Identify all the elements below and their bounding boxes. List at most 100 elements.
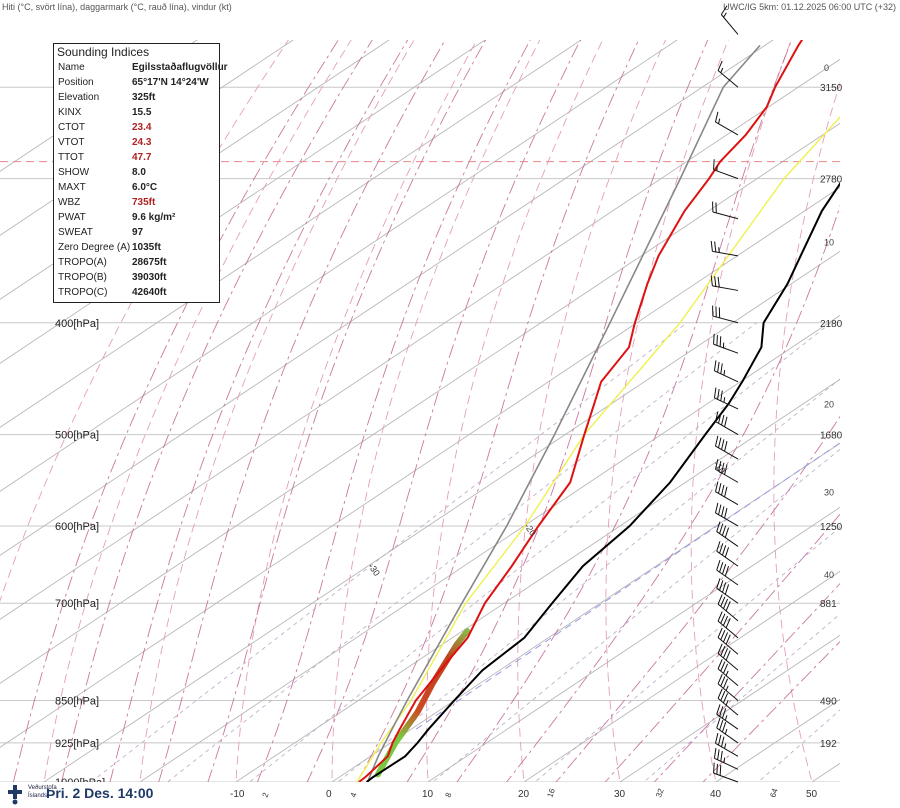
- wind-barb: [713, 333, 739, 354]
- mixing-ratio-label: 16: [545, 787, 557, 799]
- height-scale-label: 192: [820, 739, 837, 750]
- wind-barb: [717, 627, 739, 655]
- height-scale-label: 1250: [820, 522, 843, 533]
- index-name: TTOT: [58, 152, 84, 163]
- moist-adiabat-line: [702, 640, 840, 782]
- moist-adiabat-line: [306, 40, 581, 782]
- wind-barb: [713, 747, 739, 770]
- isotherm-tick-label: 20: [518, 789, 530, 800]
- index-value: 39030ft: [132, 272, 167, 283]
- mixing-ratio-label: 32: [654, 787, 666, 799]
- moist-adiabat-line: [555, 415, 840, 782]
- wind-barb: [714, 411, 739, 436]
- dry-adiabat-line: [235, 40, 478, 782]
- dry-adiabat-line: [773, 81, 840, 782]
- wind-barb: [713, 360, 739, 383]
- mixing-ratio-label: 4: [349, 791, 359, 799]
- isotherm-line: [43, 250, 840, 782]
- moist-adiabat-line: [406, 40, 709, 782]
- index-row: KINX 15.5: [54, 106, 219, 121]
- dewpoint-line: [358, 40, 804, 782]
- dry-adiabat-line: [605, 40, 729, 782]
- wind-barb: [714, 733, 739, 757]
- chart-description: Hiti (°C, svört lína), daggarmark (°C, r…: [2, 2, 232, 12]
- temp-scale-label: 0: [824, 63, 829, 73]
- index-value: 8.0: [132, 167, 146, 178]
- index-row: TTOT 47.7: [54, 151, 219, 166]
- index-row: Name Egilsstaðaflugvöllur: [54, 61, 228, 76]
- wind-barb: [717, 659, 739, 686]
- isotherm-line: [811, 762, 840, 782]
- wind-barb: [714, 481, 739, 506]
- isotherm-tick-label: -10: [230, 789, 245, 800]
- wind-barb: [710, 275, 739, 291]
- wind-barb: [717, 60, 739, 88]
- isotherm-line: [0, 58, 840, 620]
- wind-barb: [714, 111, 739, 136]
- sounding-indices-panel: Sounding Indices Name Egilsstaðaflugvöllu…: [53, 43, 228, 303]
- wind-barb: [713, 762, 739, 783]
- mixing-ratio-label: 64: [768, 787, 780, 799]
- index-name: PWAT: [58, 212, 86, 223]
- index-name: Zero Degree (A): [58, 242, 131, 253]
- dry-adiabat-line: [690, 40, 792, 782]
- isotherm-tick-label: 50: [806, 789, 818, 800]
- isotherm-line: [0, 186, 840, 748]
- wind-barb: [717, 594, 739, 622]
- isotherm-tick-label: 40: [710, 789, 722, 800]
- index-row: MAXT 6.0°C: [54, 181, 219, 196]
- index-name: VTOT: [58, 137, 85, 148]
- index-name: SWEAT: [58, 227, 93, 238]
- index-value: 23.4: [132, 122, 152, 133]
- wind-barb: [717, 643, 739, 671]
- moist-adiabat-line: [604, 513, 840, 782]
- mixing-ratio-line: [643, 613, 840, 782]
- wind-barb: [712, 305, 739, 324]
- moist-adiabat-line: [207, 40, 487, 782]
- index-row: Zero Degree (A) 1035ft: [54, 241, 219, 256]
- temp-scale-label: 40: [824, 570, 834, 580]
- index-value: 735ft: [132, 197, 156, 208]
- isotherm-line: [523, 570, 840, 782]
- wind-barb: [717, 674, 739, 701]
- sounding-indices-rows: Name Egilsstaðaflugvöllur Position 65°17'N …: [54, 61, 228, 301]
- index-row: SWEAT 97: [54, 226, 219, 241]
- index-name: TROPO(B): [58, 272, 107, 283]
- wind-barb: [714, 435, 739, 460]
- cape-shading: [374, 628, 471, 778]
- wind-barb: [717, 611, 739, 639]
- index-name: Position: [58, 77, 94, 88]
- pressure-tick-label: 850[hPa]: [55, 696, 99, 708]
- index-row: TROPO(A) 28675ft: [54, 256, 219, 271]
- pressure-tick-label: 700[hPa]: [55, 598, 99, 610]
- wind-barb: [710, 240, 739, 257]
- isotherm-line: [331, 442, 840, 782]
- wind-barb: [714, 502, 739, 527]
- moist-adiabat-line: [256, 40, 531, 782]
- brand-name-sub: Íslands: [28, 793, 48, 799]
- index-name: WBZ: [58, 197, 81, 208]
- pressure-tick-label: 500[hPa]: [55, 430, 99, 442]
- isotherm-tick-label: 30: [614, 789, 626, 800]
- header-bar: Hiti (°C, svört lína), daggarmark (°C, r…: [0, 0, 900, 16]
- isotherm-line: [139, 314, 840, 782]
- mixing-ratio-label: 8: [444, 791, 454, 799]
- dry-adiabat-line: [0, 40, 289, 602]
- wind-barb: [714, 459, 739, 483]
- dry-adiabat-line: [331, 40, 541, 782]
- isotherm-line: [0, 122, 840, 684]
- height-scale-label: 1680: [820, 431, 843, 442]
- isotherm-tick-label: 0: [326, 789, 332, 800]
- index-value: 42640ft: [132, 287, 167, 298]
- mixing-ratio-line: [166, 322, 757, 782]
- model-run-info: UWC/IG 5km: 01.12.2025 06:00 UTC (+32): [723, 2, 896, 12]
- freezing-level-line: [415, 442, 840, 730]
- dry-adiabat-line: [854, 0, 900, 807]
- dry-adiabat-line: [139, 40, 415, 782]
- index-name: CTOT: [58, 122, 86, 133]
- isotherm-line: [0, 40, 486, 364]
- index-name: TROPO(C): [58, 287, 108, 298]
- height-scale-label: 2180: [820, 319, 843, 330]
